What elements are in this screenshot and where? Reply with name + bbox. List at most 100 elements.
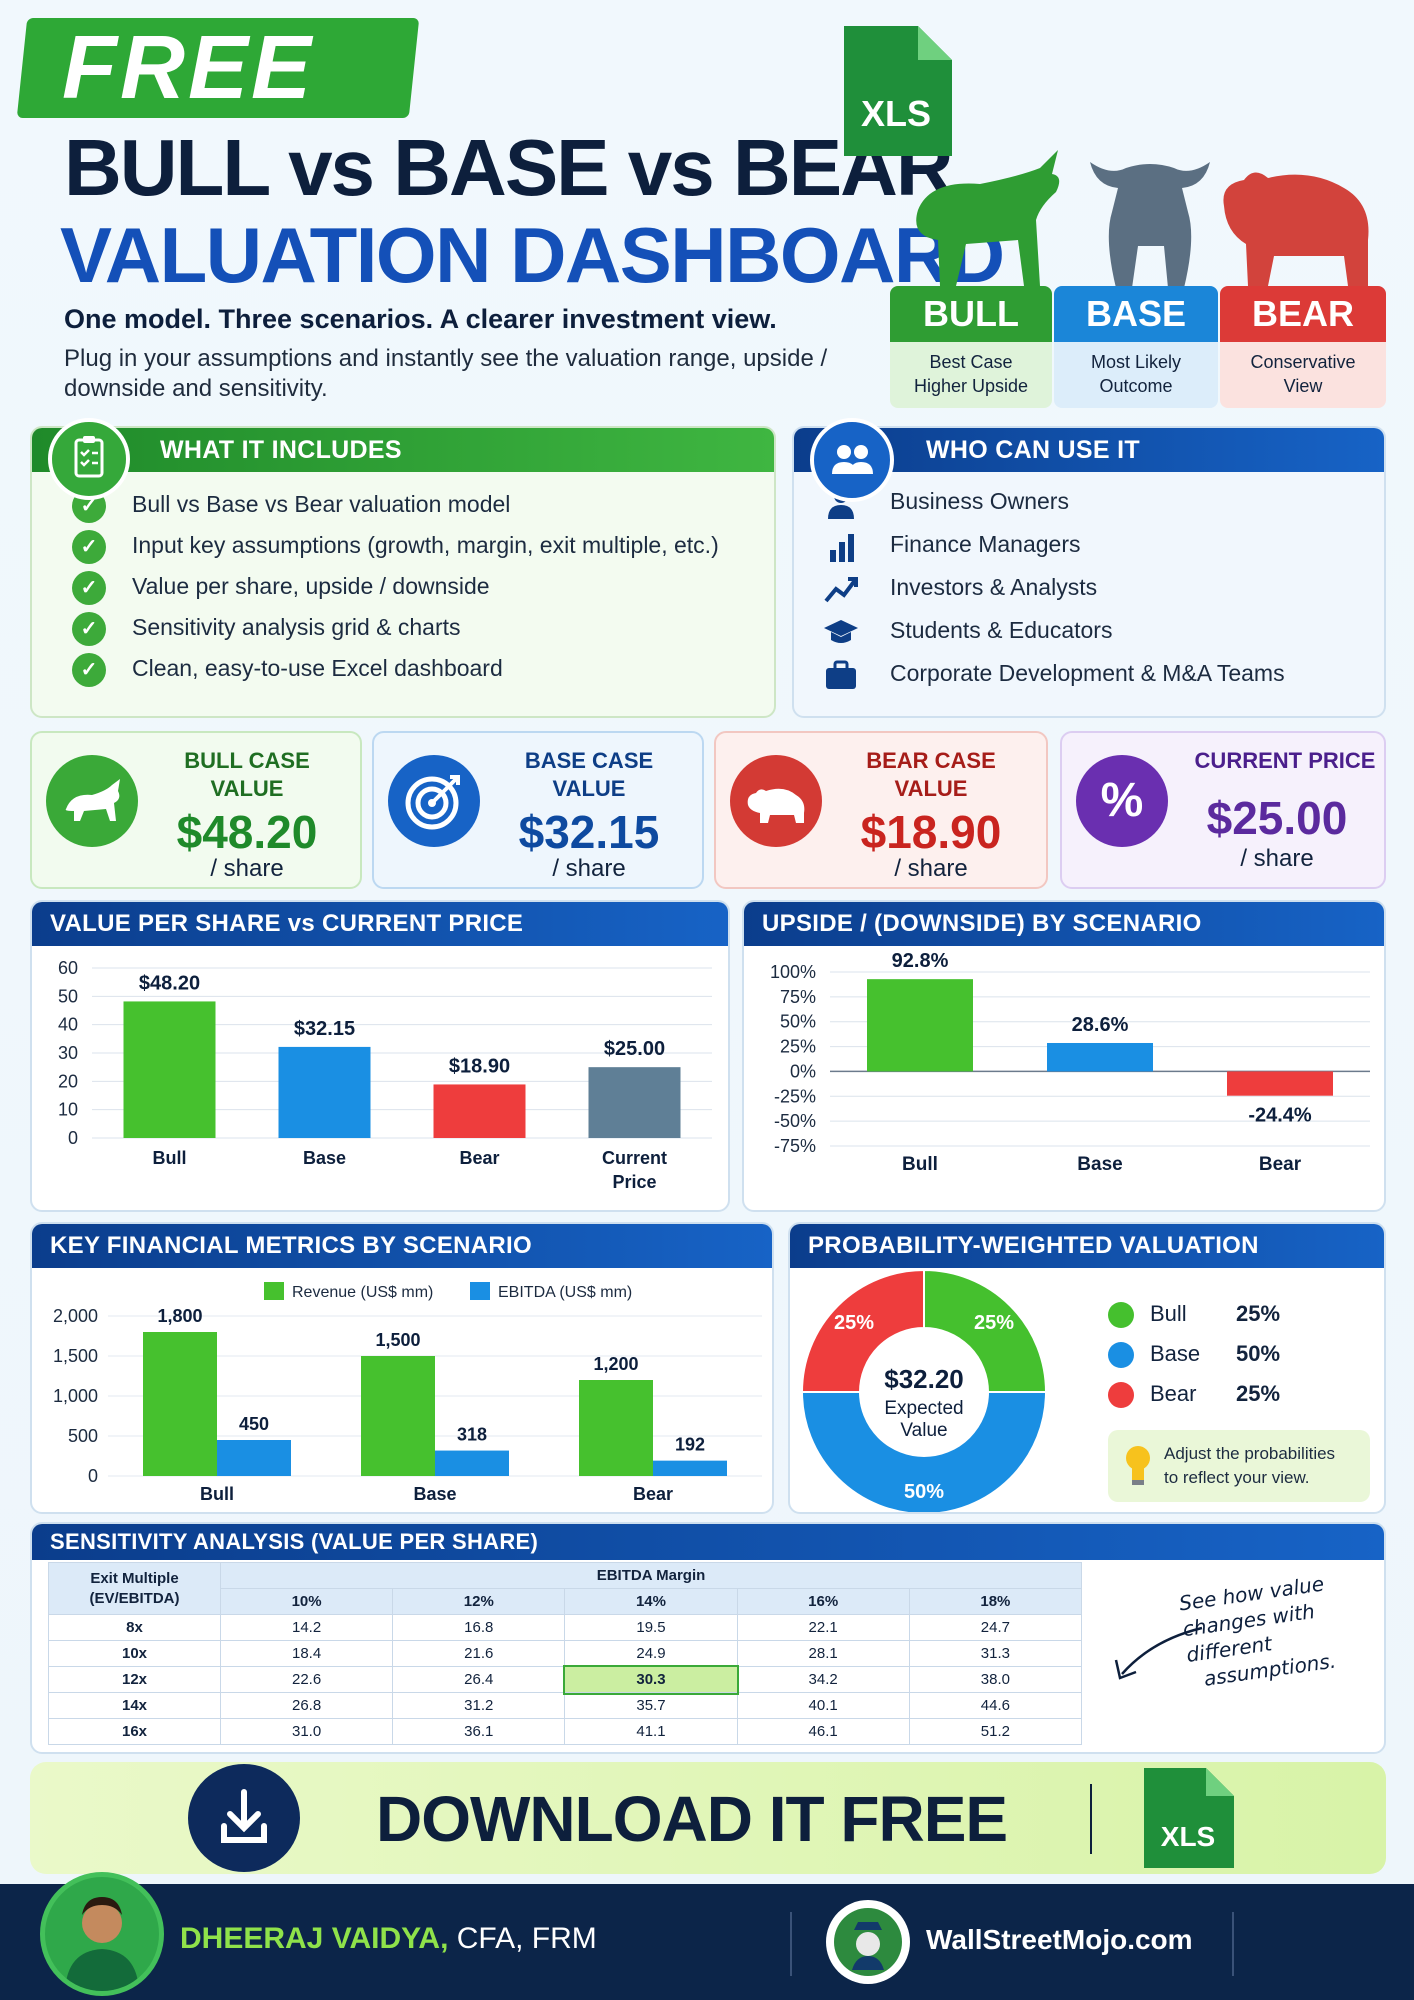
divider [1232, 1912, 1234, 1976]
table-row: 16x 31.0 36.1 41.1 46.1 51.2 [48, 1718, 1083, 1745]
table-row: 10x 18.4 21.6 24.9 28.1 31.3 [48, 1640, 1083, 1667]
bar [361, 1356, 435, 1476]
base-card-label: BASE CASE VALUE [524, 748, 654, 801]
download-label[interactable]: DOWNLOAD IT FREE [376, 1783, 1008, 1855]
x-tick-label: Base [303, 1148, 346, 1168]
download-icon[interactable] [188, 1764, 300, 1872]
scenario-desc: Best Case [929, 352, 1013, 372]
data-label: 192 [675, 1435, 705, 1455]
xls-badge-text: XLS [1161, 1821, 1215, 1852]
scenario-desc: View [1283, 376, 1323, 396]
row-label: 8x [48, 1614, 221, 1641]
upside-chart: 100% 75% 50% 25% 0% -25% -50% -75% 92.8% Bull 28.6… [770, 950, 1370, 1175]
center-label: Value [900, 1420, 947, 1441]
value-chart-panel: VALUE PER SHARE vs CURRENT PRICE 0 10 20 30… [30, 900, 730, 1212]
table-cell: 30.3 [562, 1664, 740, 1695]
prob-panel: PROBABILITY-WEIGHTED VALUATION 25% 50% 25%… [788, 1222, 1386, 1514]
data-label: 1,500 [375, 1330, 420, 1350]
scenario-tag-label: BEAR [1220, 286, 1386, 342]
base-card-unit: / share [552, 855, 626, 882]
y-tick-label: 25% [780, 1037, 816, 1057]
legend-label: EBITDA (US$ mm) [498, 1284, 632, 1301]
arrow-icon [1114, 1626, 1203, 1680]
bar [435, 1450, 509, 1476]
donut-slice [800, 1268, 925, 1393]
sensitivity-panel: SENSITIVITY ANALYSIS (VALUE PER SHARE) E… [30, 1522, 1386, 1754]
scenario-tag-base: BASE Most Likely Outcome [1054, 286, 1218, 408]
price-card-value: $25.00 [1206, 792, 1348, 844]
bear-value-card: BEAR CASE VALUE $18.90 / share [714, 731, 1048, 889]
table-cell: 31.3 [908, 1640, 1083, 1667]
bar [278, 1046, 371, 1138]
includes-panel: WHAT IT INCLUDES ✓ Bull vs Base vs Bear v… [30, 426, 776, 718]
bear-illustration [1210, 160, 1380, 288]
data-label: $32.15 [294, 1018, 355, 1040]
trend-up-icon [822, 573, 860, 605]
y-tick-label: 50% [780, 1012, 816, 1032]
bar-chart-icon [822, 530, 860, 562]
table-row: 12x 22.6 26.4 30.3 34.2 38.0 [48, 1664, 1083, 1695]
upside-chart-panel: UPSIDE / (DOWNSIDE) BY SCENARIO 100% 75% 5… [742, 900, 1386, 1212]
slice-label: 25% [974, 1312, 1014, 1334]
data-label: 28.6% [1072, 1014, 1129, 1036]
prob-title: PROBABILITY-WEIGHTED VALUATION [790, 1224, 1384, 1268]
center-label: Expected [884, 1398, 963, 1419]
wallstreetmojo-logo [826, 1900, 910, 1984]
bar [123, 1001, 216, 1138]
site-link[interactable]: WallStreetMojo.com [926, 1924, 1193, 1955]
y-tick-label: 10 [58, 1100, 78, 1120]
center-value: $32.20 [884, 1364, 964, 1394]
bar [867, 979, 973, 1072]
x-tick-label: Base [413, 1484, 456, 1504]
scenario-tag-bull: BULL Best Case Higher Upside [890, 286, 1052, 408]
legend-label: Revenue (US$ mm) [292, 1284, 433, 1301]
target-icon [388, 755, 480, 847]
graduation-cap-icon [822, 616, 860, 648]
bear-card-label: BEAR CASE VALUE [866, 748, 996, 801]
table-cell: 46.1 [736, 1718, 910, 1745]
y-tick-label: -25% [774, 1086, 816, 1106]
prob-tip-line: to reflect your view. [1164, 1468, 1310, 1487]
data-label: 1,800 [157, 1306, 202, 1326]
bear-card-unit: / share [894, 855, 968, 882]
table-cell: 22.6 [219, 1666, 394, 1693]
title-line2: VALUATION DASHBOARD [60, 211, 1005, 299]
col-header-cell: EBITDA Margin [220, 1562, 1082, 1589]
metrics-chart-panel: KEY FINANCIAL METRICS BY SCENARIO 2,000 1… [30, 1222, 774, 1514]
value-chart-title: VALUE PER SHARE vs CURRENT PRICE [32, 902, 728, 946]
include-item: ✓ Input key assumptions (growth, margin, … [32, 525, 774, 566]
upside-chart-title: UPSIDE / (DOWNSIDE) BY SCENARIO [744, 902, 1384, 946]
clipboard-icon [48, 418, 130, 500]
table-cell: 41.1 [564, 1718, 738, 1745]
x-tick-label: Bear [459, 1148, 499, 1168]
percent-icon: % [1076, 755, 1168, 847]
y-tick-label: 0 [68, 1128, 78, 1148]
download-banner[interactable]: DOWNLOAD IT FREE XLS [30, 1762, 1386, 1874]
xls-badge-text: XLS [861, 93, 931, 134]
bull-card-label: BULL CASE VALUE [184, 748, 310, 801]
y-tick-label: 2,000 [53, 1306, 98, 1326]
bar [1227, 1071, 1333, 1096]
table-cell: 34.2 [736, 1666, 910, 1693]
table-cell: 22.1 [736, 1614, 910, 1641]
y-tick-label: 0% [790, 1061, 816, 1081]
who-panel: WHO CAN USE IT Business Owners Finance M… [792, 426, 1386, 718]
x-tick-label: Current [602, 1148, 667, 1168]
table-row: 8x 14.2 16.8 19.5 22.1 24.7 [48, 1614, 1083, 1641]
scenario-tag-label: BASE [1054, 286, 1218, 342]
table-cell: 26.8 [219, 1692, 394, 1719]
table-cell: 26.4 [392, 1666, 566, 1693]
who-item: Corporate Development & M&A Teams [794, 652, 1384, 695]
table-cell: 21.6 [392, 1640, 566, 1667]
table-cell: 16.8 [392, 1614, 566, 1641]
table-cell: 31.0 [219, 1718, 394, 1745]
legend-item-bear: Bear 25% [1108, 1374, 1328, 1414]
author-creds: CFA, FRM [456, 1922, 597, 1955]
bull-card-value: $48.20 [176, 806, 318, 858]
column-header: 14% [564, 1588, 738, 1615]
table-cell: 51.2 [908, 1718, 1083, 1745]
author-name: DHEERAJ VAIDYA, [180, 1922, 449, 1955]
y-tick-label: 1,500 [53, 1346, 98, 1366]
bull-illustration [890, 140, 1070, 288]
table-cell: 38.0 [908, 1666, 1083, 1693]
